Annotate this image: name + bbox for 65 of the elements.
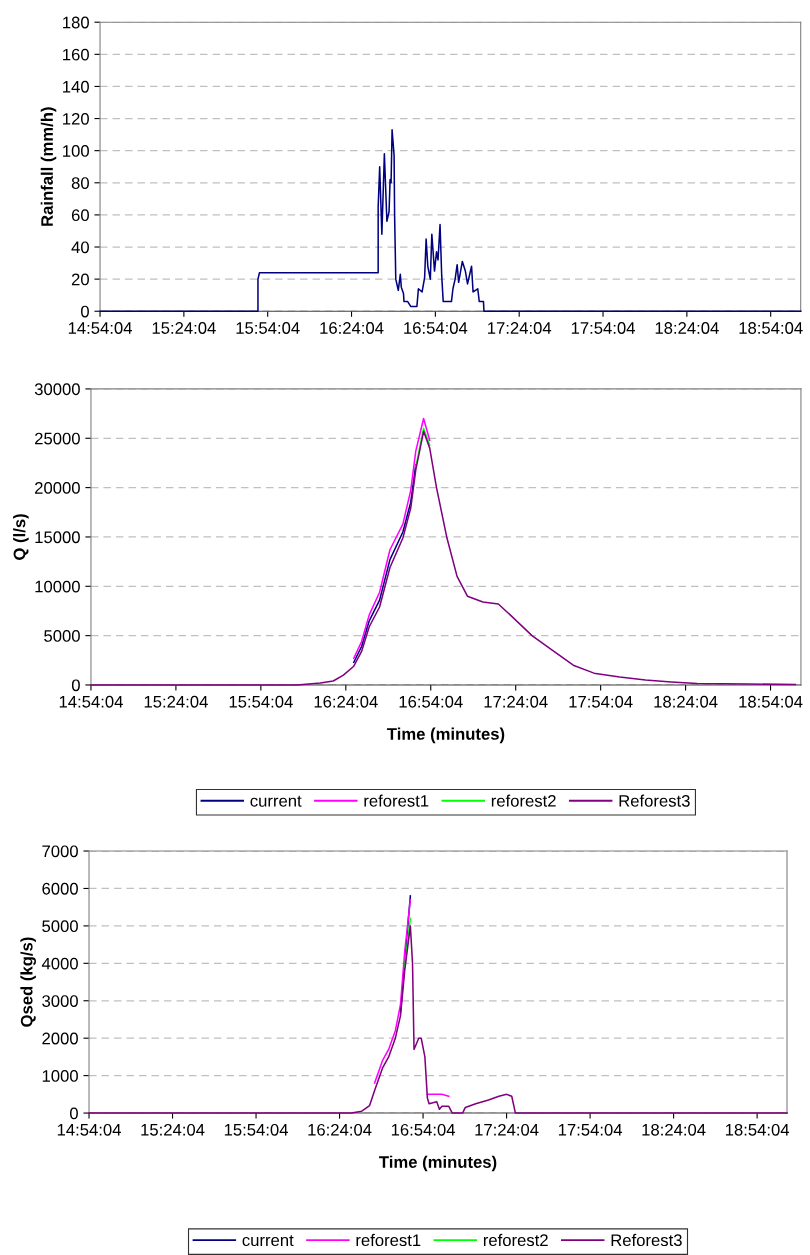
legend-label: current — [242, 1235, 294, 1247]
y-tick-label: 30000 — [34, 383, 80, 396]
legend-label: reforest2 — [491, 794, 556, 807]
y-tick-label: 60 — [71, 209, 89, 222]
y-tick-label: 20 — [71, 273, 89, 286]
x-axis-title: Time (minutes) — [379, 1155, 497, 1172]
y-tick-label: 2000 — [42, 1032, 78, 1045]
x-tick-label: 15:24:04 — [144, 695, 208, 708]
x-tick-label: 17:54:04 — [571, 322, 635, 334]
y-tick-label: 5000 — [44, 630, 80, 642]
x-tick-label: 16:54:04 — [404, 322, 468, 334]
x-tick-label: 18:24:04 — [642, 1123, 706, 1136]
y-tick-label: 20000 — [35, 482, 80, 494]
x-tick-label: 18:24:04 — [654, 695, 718, 708]
y-axis-title: Rainfall (mm/h) — [40, 107, 57, 226]
x-tick-label: 18:54:04 — [739, 695, 803, 708]
legend-label: Reforest3 — [611, 1233, 682, 1247]
x-tick-label: 17:24:04 — [488, 322, 552, 334]
y-tick-label: 120 — [63, 112, 89, 125]
x-tick-label: 17:24:04 — [484, 695, 548, 708]
x-tick-label: 16:54:04 — [391, 1123, 456, 1136]
y-tick-label: 15000 — [35, 531, 80, 544]
y-tick-label: 180 — [63, 16, 89, 29]
x-tick-label: 18:24:04 — [655, 322, 719, 334]
x-tick-label: 16:24:04 — [308, 1123, 372, 1136]
x-tick-label: 18:54:04 — [739, 322, 803, 334]
legend-label: current — [250, 795, 302, 807]
y-tick-label: 6000 — [42, 882, 78, 895]
y-tick-label: 0 — [81, 305, 89, 318]
y-tick-label: 80 — [71, 177, 89, 189]
x-tick-label: 14:54:04 — [59, 695, 123, 708]
x-tick-label: 15:54:04 — [229, 695, 293, 708]
x-axis-title: Time (minutes) — [387, 727, 505, 744]
x-tick-label: 17:24:04 — [475, 1123, 539, 1136]
y-tick-label: 5000 — [42, 920, 78, 933]
legend-label: reforest1 — [356, 1233, 421, 1247]
legend-label: reforest2 — [483, 1233, 548, 1247]
y-tick-label: 0 — [69, 1107, 78, 1120]
x-tick-label: 17:54:04 — [569, 695, 633, 708]
x-tick-label: 16:24:04 — [320, 322, 384, 334]
y-axis-title: Qsed (kg/s) — [20, 937, 36, 1027]
x-tick-label: 15:54:04 — [224, 1123, 288, 1136]
x-tick-label: 17:54:04 — [558, 1123, 623, 1136]
x-tick-label: 14:54:04 — [57, 1123, 121, 1136]
y-tick-label: 100 — [63, 145, 89, 157]
y-tick-label: 3000 — [42, 995, 78, 1007]
y-tick-label: 7000 — [42, 845, 78, 858]
x-tick-label: 14:54:04 — [68, 322, 132, 334]
y-axis-title: Q (l/s) — [13, 514, 29, 560]
x-tick-label: 15:24:04 — [141, 1123, 205, 1136]
y-tick-label: 40 — [71, 241, 89, 254]
x-tick-label: 15:54:04 — [236, 322, 300, 334]
x-tick-label: 16:54:04 — [399, 695, 463, 708]
legend-label: reforest1 — [364, 794, 429, 807]
y-tick-label: 1000 — [42, 1070, 78, 1082]
legend-label: Reforest3 — [619, 794, 690, 807]
y-tick-label: 4000 — [41, 957, 78, 970]
x-tick-label: 18:54:04 — [725, 1123, 790, 1136]
y-tick-label: 0 — [71, 679, 80, 692]
x-tick-label: 15:24:04 — [152, 322, 216, 334]
y-tick-label: 10000 — [35, 580, 80, 593]
x-tick-label: 16:24:04 — [314, 695, 378, 708]
y-tick-label: 160 — [63, 48, 89, 61]
y-tick-label: 140 — [63, 80, 89, 93]
y-tick-label: 25000 — [35, 432, 80, 445]
